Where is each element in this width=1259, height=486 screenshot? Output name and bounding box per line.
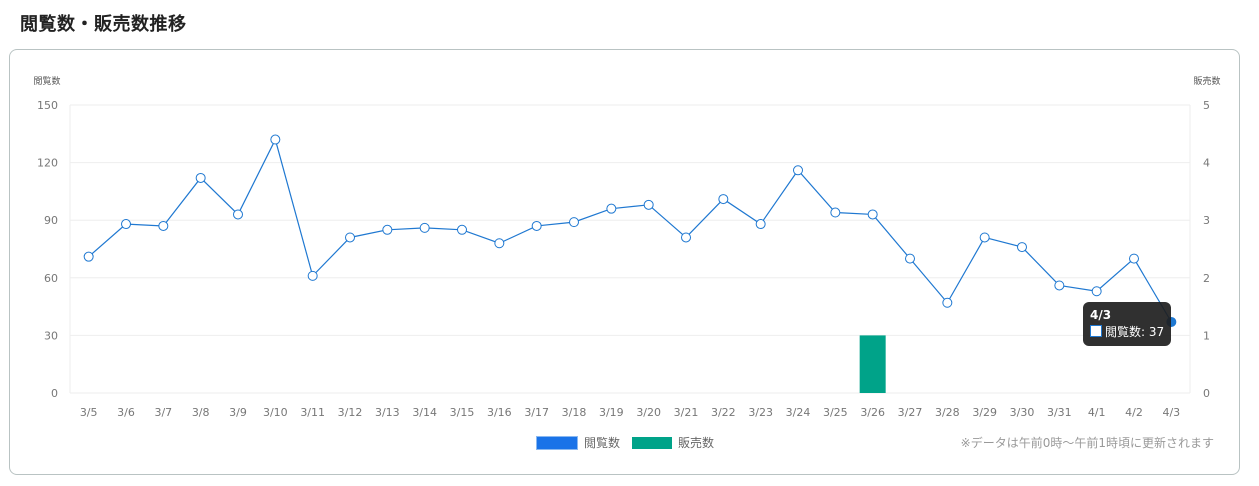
x-tick: 3/16 <box>487 406 512 419</box>
views-point[interactable] <box>270 134 281 145</box>
tooltip-title: 4/3 <box>1090 308 1112 322</box>
y-right-tick: 4 <box>1203 157 1210 170</box>
y-axis-right-label: 販売数 <box>1193 75 1220 87</box>
y-axis-right: 0 1 2 3 4 5 <box>1203 99 1210 400</box>
views-point[interactable] <box>457 224 467 235</box>
views-point[interactable] <box>419 222 430 233</box>
x-tick: 3/5 <box>80 406 98 419</box>
x-tick: 4/1 <box>1088 406 1106 419</box>
tooltip-swatch <box>1090 325 1102 337</box>
y-right-tick: 2 <box>1203 272 1210 285</box>
y-left-tick: 0 <box>51 387 58 400</box>
y-axis-left-label: 閲覧数 <box>33 75 60 87</box>
y-left-tick: 60 <box>44 272 58 285</box>
x-tick: 3/13 <box>375 406 400 419</box>
views-point[interactable] <box>718 194 729 205</box>
chart-legend: 閲覧数 販売数 <box>536 434 726 451</box>
x-tick: 3/14 <box>412 406 437 419</box>
views-point[interactable] <box>195 172 206 183</box>
y-right-tick: 3 <box>1203 214 1210 227</box>
x-tick: 3/9 <box>229 406 247 419</box>
x-tick: 3/31 <box>1047 406 1072 419</box>
views-point[interactable] <box>121 219 131 230</box>
x-tick: 3/28 <box>935 406 960 419</box>
views-point[interactable] <box>1017 242 1027 253</box>
x-axis: 3/5 3/6 3/7 3/8 3/9 3/10 3/11 3/12 3/13 3/14 3/15 3… <box>80 406 1180 419</box>
y-left-tick: 30 <box>44 329 58 342</box>
legend-swatch-views <box>536 435 578 450</box>
y-right-tick: 5 <box>1203 99 1210 112</box>
views-point[interactable] <box>755 219 766 230</box>
x-tick: 3/23 <box>748 406 773 419</box>
x-tick: 3/21 <box>674 406 699 419</box>
views-point[interactable] <box>867 209 878 220</box>
sales-bars <box>859 335 886 393</box>
views-point[interactable] <box>979 232 990 243</box>
views-point[interactable] <box>569 217 579 228</box>
views-point[interactable] <box>942 297 953 308</box>
views-point[interactable] <box>1129 253 1139 264</box>
views-point[interactable] <box>531 220 542 231</box>
legend-swatch-sales <box>632 436 673 449</box>
views-point[interactable] <box>830 207 841 218</box>
x-tick: 3/8 <box>192 406 210 419</box>
views-point[interactable] <box>158 220 169 231</box>
update-note: ※データは午前0時～午前1時頃に更新されます <box>960 436 1214 450</box>
page-title: 閲覧数・販売数推移 <box>20 14 187 35</box>
views-point[interactable] <box>606 203 617 214</box>
x-tick: 3/19 <box>599 406 624 419</box>
views-point[interactable] <box>382 224 393 235</box>
chart-grid <box>69 104 1191 394</box>
chart-tooltip: 4/3 閲覧数: 37 <box>1083 302 1172 346</box>
x-tick: 3/7 <box>154 406 172 419</box>
views-point[interactable] <box>345 232 355 243</box>
views-line <box>83 134 1177 327</box>
x-tick: 3/17 <box>524 406 549 419</box>
x-tick: 3/15 <box>450 406 475 419</box>
views-point[interactable] <box>793 165 803 176</box>
legend-item-sales[interactable]: 販売数 <box>632 434 714 451</box>
x-tick: 3/12 <box>338 406 363 419</box>
views-point[interactable] <box>233 209 243 220</box>
x-tick: 4/3 <box>1162 406 1180 419</box>
views-point[interactable] <box>83 251 94 262</box>
views-point[interactable] <box>1091 286 1102 297</box>
x-tick: 3/20 <box>636 406 661 419</box>
y-right-tick: 1 <box>1203 329 1210 342</box>
y-left-tick: 120 <box>37 157 58 170</box>
legend-label-sales: 販売数 <box>678 436 715 450</box>
x-tick: 3/10 <box>263 406 288 419</box>
legend-label-views: 閲覧数 <box>584 436 621 450</box>
views-point[interactable] <box>681 232 691 243</box>
x-tick: 3/22 <box>711 406 736 419</box>
legend-item-views[interactable]: 閲覧数 <box>536 434 620 451</box>
x-tick: 3/25 <box>823 406 848 419</box>
y-axis-left: 0 30 60 90 120 150 <box>37 99 58 400</box>
x-tick: 3/26 <box>860 406 885 419</box>
views-point[interactable] <box>643 199 654 210</box>
x-tick: 3/27 <box>898 406 923 419</box>
x-tick: 3/11 <box>300 406 325 419</box>
views-point[interactable] <box>307 270 318 281</box>
y-right-tick: 0 <box>1203 387 1210 400</box>
x-tick: 3/24 <box>786 406 811 419</box>
y-left-tick: 150 <box>37 99 58 112</box>
views-point[interactable] <box>494 238 505 249</box>
x-tick: 3/29 <box>972 406 997 419</box>
x-tick: 4/2 <box>1125 406 1143 419</box>
x-tick: 3/30 <box>1010 406 1035 419</box>
y-left-tick: 90 <box>44 214 58 227</box>
x-tick: 3/6 <box>117 406 135 419</box>
sales-bar[interactable] <box>859 335 886 393</box>
x-tick: 3/18 <box>562 406 587 419</box>
tooltip-label: 閲覧数: 37 <box>1105 325 1165 339</box>
views-point[interactable] <box>905 253 915 264</box>
views-point[interactable] <box>1054 280 1065 291</box>
chart-card <box>9 49 1240 475</box>
